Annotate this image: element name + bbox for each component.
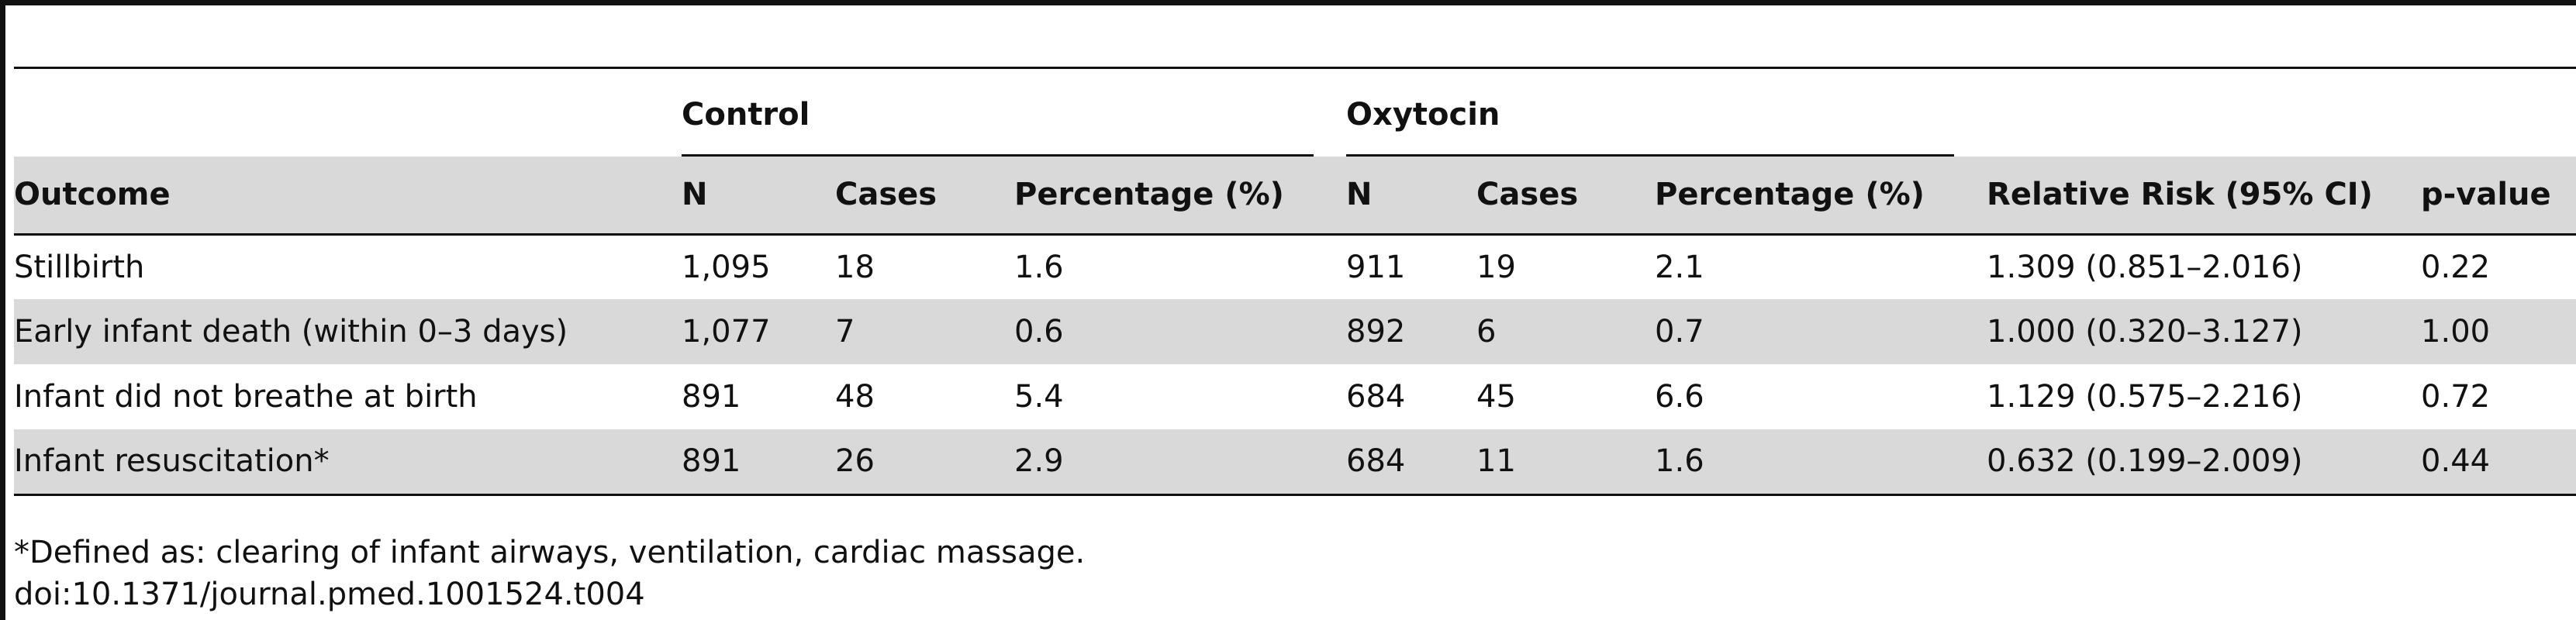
group-spacer [1987,67,2421,157]
column-header-oxytocin-cases: Cases [1476,157,1656,236]
left-border [0,0,5,620]
cell-oxytocin-n: 684 [1346,429,1477,496]
cell-oxytocin-n: 911 [1346,249,1406,285]
table-row: Early infant death (within 0–3 days) 1,0… [14,299,2576,364]
cell-oxytocin-cases: 11 [1476,429,1656,496]
group-header-row: Control Oxytocin [14,67,2576,157]
table-row: Stillbirth 1,095 18 1.6 911 19 2.1 1.309… [14,234,2576,299]
cell-outcome: Stillbirth [14,249,145,285]
top-rule [0,0,2576,5]
cell-control-cases: 48 [835,379,875,415]
cell-oxytocin-cases: 19 [1476,249,1516,285]
column-header-control-percentage: Percentage (%) [1014,157,1347,236]
column-header-control-cases: Cases [835,157,1014,236]
column-header-oxytocin-n: N [1346,157,1477,236]
cell-p-value: 1.00 [2421,314,2491,350]
cell-control-percentage: 0.6 [1014,314,1064,350]
cell-control-percentage: 2.9 [1014,429,1347,496]
cell-control-cases: 18 [835,249,875,285]
cell-control-n: 1,095 [682,249,771,285]
cell-p-value: 0.72 [2421,379,2491,415]
cell-control-n: 891 [682,429,835,496]
cell-control-percentage: 1.6 [1014,249,1064,285]
column-header-control-n: N [682,157,835,236]
cell-p-value: 0.22 [2421,249,2491,285]
cell-relative-risk: 0.632 (0.199–2.009) [1987,429,2422,496]
group-header-control: Control [682,67,1346,157]
cell-oxytocin-n: 892 [1346,314,1406,350]
doi-link[interactable]: doi:10.1371/journal.pmed.1001524.t004 [14,577,645,612]
cell-oxytocin-percentage: 1.6 [1655,429,1987,496]
column-header-outcome: Outcome [14,157,682,236]
table-footnote: *Defined as: clearing of infant airways,… [14,535,1086,570]
cell-relative-risk: 1.000 (0.320–3.127) [1987,314,2303,350]
cell-control-percentage: 5.4 [1014,379,1064,415]
outcomes-table: Control Oxytocin Outcome N Cases Percent… [14,67,2576,496]
cell-oxytocin-n: 684 [1346,379,1406,415]
outcomes-table-container: Control Oxytocin Outcome N Cases Percent… [14,67,2576,496]
cell-control-n: 1,077 [682,314,771,350]
group-spacer [2421,67,2576,157]
column-header-row: Outcome N Cases Percentage (%) N Cases P… [14,157,2576,236]
cell-relative-risk: 1.309 (0.851–2.016) [1987,249,2303,285]
cell-oxytocin-cases: 45 [1476,379,1516,415]
table-row: Infant did not breathe at birth 891 48 5… [14,364,2576,429]
group-underline-control [682,154,1314,157]
group-label-oxytocin: Oxytocin [1346,97,1500,133]
column-header-relative-risk: Relative Risk (95% CI) [1987,157,2422,236]
cell-oxytocin-percentage: 2.1 [1655,249,1704,285]
cell-relative-risk: 1.129 (0.575–2.216) [1987,379,2303,415]
column-header-oxytocin-percentage: Percentage (%) [1655,157,1987,236]
cell-outcome: Infant did not breathe at birth [14,379,478,415]
group-spacer [14,67,682,157]
column-header-p-value: p-value [2421,157,2576,236]
cell-oxytocin-percentage: 0.7 [1655,314,1704,350]
group-underline-oxytocin [1346,154,1955,157]
table-top-line [14,67,2576,69]
group-header-oxytocin: Oxytocin [1346,67,1987,157]
cell-oxytocin-percentage: 6.6 [1655,379,1704,415]
cell-p-value: 0.44 [2421,429,2576,496]
table-row: Infant resuscitation* 891 26 2.9 684 11 … [14,429,2576,496]
cell-control-cases: 26 [835,429,1014,496]
cell-control-n: 891 [682,379,741,415]
cell-outcome: Infant resuscitation* [14,429,682,496]
cell-outcome: Early infant death (within 0–3 days) [14,314,568,350]
group-label-control: Control [682,97,810,133]
cell-control-cases: 7 [835,314,855,350]
cell-oxytocin-cases: 6 [1476,314,1497,350]
